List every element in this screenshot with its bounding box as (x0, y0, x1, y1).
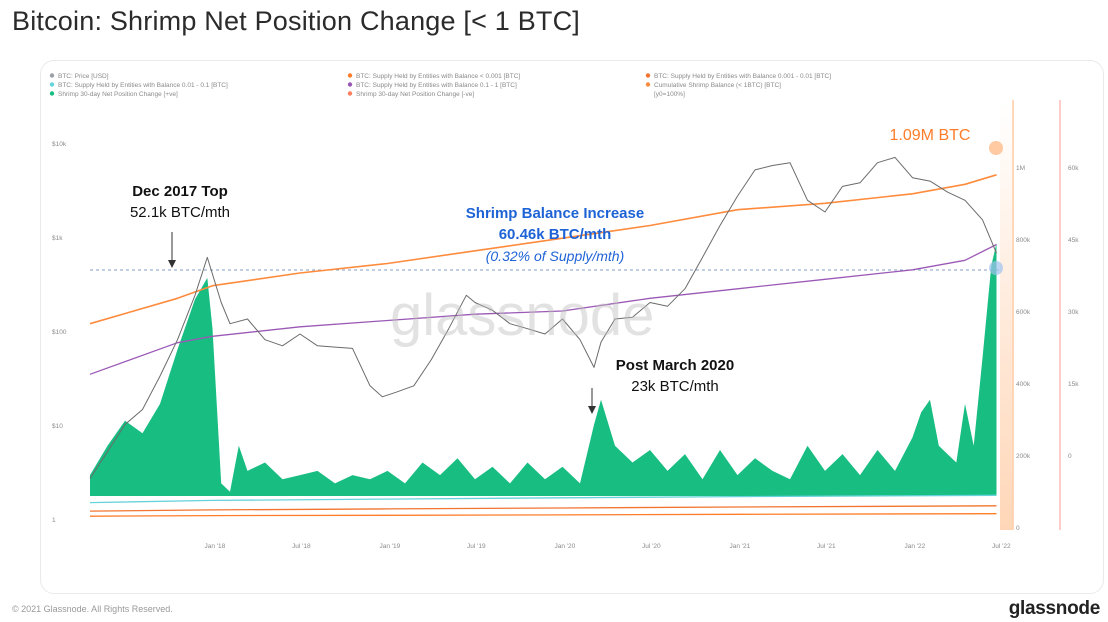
x-tick-label: Jan '18 (205, 543, 226, 550)
legend-swatch (347, 91, 353, 96)
post-value: 23k BTC/mth (631, 378, 719, 395)
dec2017-title: Dec 2017 Top (132, 183, 228, 200)
legend-swatch (645, 73, 651, 78)
legend-label: BTC: Supply Held by Entities with Balanc… (58, 82, 228, 89)
page-title: Bitcoin: Shrimp Net Position Change [< 1… (12, 6, 581, 36)
highlight-dot-orange (989, 141, 1003, 155)
y-left-tick-label: $10k (52, 141, 67, 148)
supply-0.001-0.01-line (89, 505, 997, 512)
balance-label: 1.09M BTC (890, 127, 971, 144)
watermark: glassnode (390, 283, 654, 348)
legend-label: [y0=100%] (654, 91, 685, 98)
y-right2-tick-label: 60k (1068, 165, 1079, 172)
legend-label: BTC: Price [USD] (58, 73, 109, 80)
y-right2-tick-label: 15k (1068, 381, 1079, 388)
x-tick-label: Jan '19 (380, 543, 401, 550)
cumulative-balance-line (89, 174, 997, 325)
y-right-tick-label: 200k (1016, 453, 1031, 460)
y-right2-tick-label: 45k (1068, 237, 1079, 244)
y-right-tick-label: 600k (1016, 309, 1031, 316)
y-right-tick-label: 0 (1016, 525, 1020, 532)
y-right2-tick-label: 30k (1068, 309, 1079, 316)
x-tick-label: Jul '19 (467, 543, 486, 550)
legend-label: BTC: Supply Held by Entities with Balanc… (356, 73, 520, 80)
supply-lines-layer (89, 156, 997, 517)
supply-0.01-0.1-line (89, 494, 997, 504)
y-right2-tick-label: 0 (1068, 453, 1072, 460)
x-tick-label: Jan '22 (905, 543, 926, 550)
dec2017-arrowhead (168, 260, 176, 268)
legend-swatch (49, 82, 55, 87)
x-tick-label: Jul '22 (992, 543, 1011, 550)
copyright: © 2021 Glassnode. All Rights Reserved. (12, 604, 173, 614)
net-change-area-layer (90, 242, 997, 496)
shrimp-value: 60.46k BTC/mth (499, 226, 612, 243)
dec2017-value: 52.1k BTC/mth (130, 204, 230, 221)
legend-swatch (347, 82, 353, 87)
supply-small-line (89, 513, 997, 517)
post-arrowhead (588, 406, 596, 414)
post-title: Post March 2020 (616, 357, 734, 374)
chart-panel (40, 60, 1104, 594)
legend-swatch (645, 82, 651, 87)
brand-logo: glassnode (1008, 598, 1101, 619)
y-left-tick-label: $100 (52, 329, 67, 336)
legend-label: Cumulative Shrimp Balance (< 1BTC) [BTC] (654, 82, 781, 89)
supply-0.1-1-line (89, 243, 997, 375)
x-tick-label: Jan '20 (555, 543, 576, 550)
x-tick-label: Jan '21 (730, 543, 751, 550)
x-tick-label: Jul '21 (817, 543, 836, 550)
axis-fade (1000, 100, 1013, 530)
y-left-tick-label: 1 (52, 517, 56, 524)
legend-label: Shrimp 30-day Net Position Change [+ve] (58, 91, 178, 98)
shrimp-pct: (0.32% of Supply/mth) (486, 248, 625, 264)
x-tick-label: Jul '20 (642, 543, 661, 550)
x-tick-label: Jul '18 (292, 543, 311, 550)
legend-swatch (49, 73, 55, 78)
legend: BTC: Price [USD] BTC: Supply Held by Enti… (49, 73, 831, 98)
shrimp-title: Shrimp Balance Increase (466, 205, 644, 222)
y-left-tick-label: $1k (52, 235, 63, 242)
chart-canvas: BTC: Price [USD] BTC: Supply Held by Enti… (49, 73, 1079, 550)
price-line (89, 156, 997, 479)
y-right-tick-label: 800k (1016, 237, 1031, 244)
legend-label: BTC: Supply Held by Entities with Balanc… (654, 73, 831, 80)
y-left-tick-label: $10 (52, 423, 63, 430)
axes: Jan '18 Jul '18 Jan '19 Jul '19 Jan '20 Jul '… (52, 100, 1079, 550)
legend-swatch (347, 73, 353, 78)
annotations: Dec 2017 Top 52.1k BTC/mth Shrimp Balance … (130, 127, 1003, 414)
y-right-tick-label: 1M (1016, 165, 1025, 172)
y-right-tick-label: 400k (1016, 381, 1031, 388)
highlight-dot-blue (989, 261, 1003, 275)
net-change-area (90, 242, 997, 496)
legend-label: Shrimp 30-day Net Position Change [-ve] (356, 91, 474, 98)
legend-label: BTC: Supply Held by Entities with Balanc… (356, 82, 517, 89)
legend-swatch (49, 91, 55, 96)
